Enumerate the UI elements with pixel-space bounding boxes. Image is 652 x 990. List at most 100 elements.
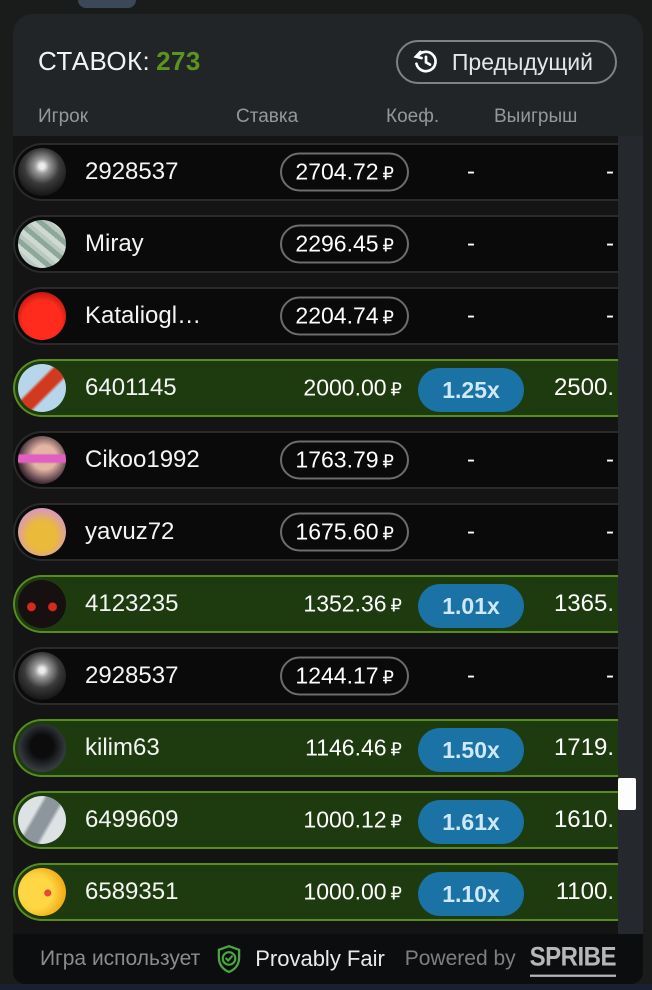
propeller-avatar: [18, 652, 66, 700]
coefficient-empty: -: [467, 662, 475, 689]
scrollbar-track[interactable]: [618, 136, 643, 934]
bet-row: Cikoo1992 1763.79 ₽ - -: [13, 431, 618, 489]
win-amount: -: [606, 158, 614, 185]
bet-amount: 1675.60 ₽: [280, 512, 409, 552]
ruble-sign: ₽: [382, 523, 394, 544]
coefficient-badge: 1.25x: [418, 368, 524, 412]
dollar-bills-avatar: [18, 220, 66, 268]
coefficient-badge: 1.61x: [418, 800, 524, 844]
hooded-figure-avatar: [18, 724, 66, 772]
win-amount: 1365.: [553, 590, 614, 617]
win-amount: 2500.: [553, 374, 614, 401]
powered-by-label: Powered by: [404, 947, 516, 970]
bet-amount-value: 2000.00: [303, 374, 387, 401]
bet-amount-value: 1763.79: [295, 446, 379, 473]
ruble-sign: ₽: [382, 235, 394, 256]
player-name: 6589351: [85, 878, 179, 905]
history-icon: [413, 50, 437, 73]
baby-sunglasses-avatar: [18, 436, 66, 484]
bet-row: yavuz72 1675.60 ₽ - -: [13, 503, 618, 561]
win-amount: -: [606, 446, 614, 473]
bet-amount-value: 1244.17: [295, 662, 379, 689]
ruble-sign: ₽: [382, 667, 394, 688]
win-amount: -: [606, 662, 614, 689]
bet-row: 2928537 2704.72 ₽ - -: [13, 143, 618, 201]
ruble-sign: ₽: [390, 739, 402, 760]
bets-list: 2928537 2704.72 ₽ - - Miray 2296.45 ₽ - - Kataliog…: [13, 136, 618, 921]
coefficient-empty: -: [467, 158, 475, 185]
player-name: kilim63: [85, 734, 160, 761]
win-amount: -: [606, 230, 614, 257]
coefficient-empty: -: [467, 230, 475, 257]
player-name: 6499609: [85, 806, 179, 833]
coefficient-badge: 1.01x: [418, 584, 524, 628]
spribe-logo[interactable]: SPRIBE: [529, 942, 617, 977]
bets-total-label: СТАВОК:: [38, 46, 151, 76]
ruble-sign: ₽: [390, 595, 402, 616]
bet-row: 6401145 2000.00 ₽ 1.25x 2500.: [13, 359, 618, 417]
ruble-sign: ₽: [382, 307, 394, 328]
bets-panel: СТАВОК: 273 Предыдущий Игрок Ставка Коеф.…: [13, 14, 643, 984]
fighter-jet-avatar: [18, 796, 66, 844]
column-win: Выигрыш: [494, 106, 578, 127]
red-jet-avatar: [18, 364, 66, 412]
bet-row: Kataliogl… 2204.74 ₽ - -: [13, 287, 618, 345]
bet-amount: 2704.72 ₽: [280, 152, 409, 192]
dark-car-avatar: [18, 580, 66, 628]
player-name: 4123235: [85, 590, 179, 617]
scrollbar-thumb[interactable]: [618, 778, 636, 810]
bet-amount-value: 1000.12: [303, 806, 387, 833]
column-headers: Игрок Ставка Коеф. Выигрыш: [13, 106, 618, 136]
win-amount: 1100.: [555, 878, 614, 905]
bet-amount-value: 1352.36: [303, 590, 387, 617]
provably-fair-label: Provably Fair: [255, 946, 385, 971]
bet-row: 6499609 1000.12 ₽1.61x 1610.: [13, 791, 618, 849]
win-amount: -: [606, 302, 614, 329]
bet-amount: 2204.74 ₽: [280, 296, 409, 336]
bet-row: 2928537 1244.17 ₽ - -: [13, 647, 618, 705]
player-name: 6401145: [85, 374, 177, 401]
bet-amount: 2000.00 ₽: [303, 371, 402, 406]
previous-round-label: Предыдущий: [451, 48, 593, 75]
ruble-sign: ₽: [390, 811, 402, 832]
coefficient-badge: 1.10x: [418, 872, 524, 916]
bottom-strip: [0, 984, 652, 990]
player-name: yavuz72: [85, 518, 175, 545]
bet-amount-value: 2296.45: [295, 230, 379, 257]
game-uses-label: Игра использует: [40, 947, 201, 970]
bet-amount-value: 1000.00: [303, 878, 387, 905]
win-amount: 1610.: [553, 806, 614, 833]
previous-round-button[interactable]: Предыдущий: [395, 40, 617, 84]
top-tab-button[interactable]: [78, 0, 136, 8]
ruble-sign: ₽: [382, 163, 394, 184]
bet-row: kilim63 1146.46 ₽1.50x 1719.: [13, 719, 618, 777]
provably-fair-shield-icon: [217, 944, 241, 974]
bets-total: СТАВОК: 273: [38, 46, 201, 77]
bet-amount: 2296.45 ₽: [280, 224, 409, 264]
coefficient-empty: -: [467, 302, 475, 329]
bet-amount: 1763.79 ₽: [280, 440, 409, 480]
column-bet: Ставка: [236, 106, 299, 127]
column-player: Игрок: [38, 106, 89, 127]
player-name: 2928537: [85, 662, 179, 689]
propeller-avatar: [18, 148, 66, 196]
ruble-sign: ₽: [390, 883, 402, 904]
bet-amount-value: 1675.60: [295, 518, 379, 545]
red-sports-car-avatar: [18, 292, 66, 340]
bet-amount: 1000.00 ₽: [303, 875, 402, 910]
player-name: Kataliogl…: [85, 302, 202, 329]
player-name: 2928537: [85, 158, 179, 185]
bet-amount-value: 2704.72: [295, 158, 379, 185]
bet-amount: 1000.12 ₽: [303, 803, 402, 838]
bet-amount: 1244.17 ₽: [280, 656, 409, 696]
column-coefficient: Коеф.: [386, 106, 440, 127]
bets-list-viewport[interactable]: 2928537 2704.72 ₽ - - Miray 2296.45 ₽ - - Kataliog…: [13, 136, 618, 934]
bet-amount: 1146.46 ₽: [305, 731, 402, 766]
win-amount: -: [606, 518, 614, 545]
footer: Игра использует Provably Fair Powered by…: [13, 934, 643, 984]
bet-amount-value: 1146.46: [305, 734, 387, 761]
player-name: Cikoo1992: [85, 446, 200, 473]
player-name: Miray: [85, 230, 144, 257]
bets-total-count: 273: [156, 46, 201, 76]
bet-amount-value: 2204.74: [295, 302, 379, 329]
